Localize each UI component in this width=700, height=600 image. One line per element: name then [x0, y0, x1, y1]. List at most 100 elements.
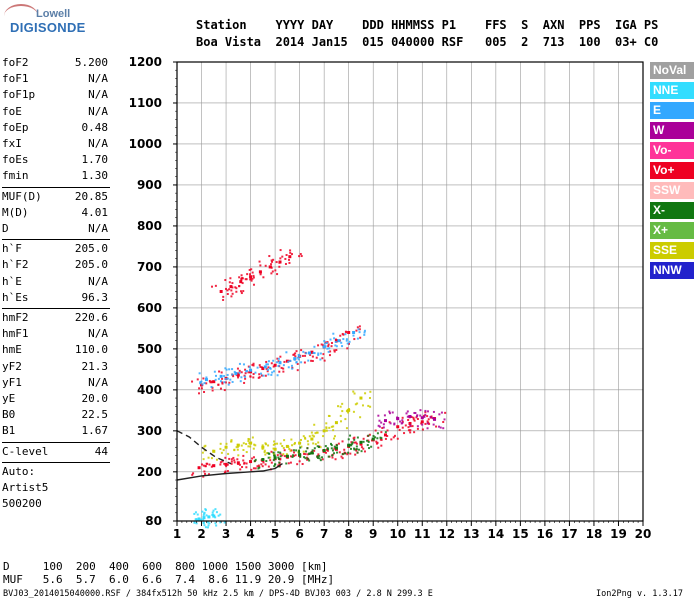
- echo-point: [207, 473, 210, 476]
- param-value: 220.6: [74, 311, 108, 324]
- echo-point: [242, 363, 245, 366]
- echo-point: [313, 423, 316, 426]
- echo-point: [360, 450, 363, 453]
- echo-point: [345, 410, 348, 413]
- param-value: 205.0: [74, 258, 108, 272]
- echo-point: [326, 449, 329, 452]
- echo-point: [325, 422, 328, 425]
- param-row: h`Es 96.3: [2, 291, 108, 307]
- echo-point: [200, 380, 203, 383]
- echo-point: [236, 448, 239, 451]
- echo-point: [267, 465, 270, 468]
- param-name: D: [2, 222, 9, 235]
- footer-file-info: BVJ03_2014015040000.RSF / 384fx512h 50 k…: [3, 589, 433, 599]
- echo-point: [396, 437, 399, 440]
- param-value: 20.0: [81, 392, 109, 405]
- echo-point: [238, 276, 241, 279]
- data-point: [334, 421, 338, 425]
- echo-point: [242, 454, 245, 457]
- param-name: yF1: [2, 375, 22, 389]
- echo-point: [337, 442, 340, 445]
- param-row: h`E N/A: [2, 275, 108, 291]
- echo-point: [345, 331, 348, 334]
- echo-point: [313, 447, 316, 450]
- echo-point: [351, 442, 354, 445]
- param-name: hmF1: [2, 327, 29, 341]
- echo-point: [296, 362, 299, 365]
- echo-point: [202, 377, 205, 380]
- echo-point: [419, 409, 422, 412]
- echo-point: [297, 353, 300, 356]
- echo-point: [297, 358, 300, 361]
- param-value: N/A: [88, 274, 108, 288]
- echo-point: [335, 348, 338, 351]
- data-point: [334, 446, 338, 450]
- legend-item: X-: [650, 202, 694, 219]
- data-point: [219, 290, 223, 293]
- echo-point: [295, 350, 298, 353]
- echo-point: [413, 411, 416, 414]
- echo-point: [357, 448, 360, 451]
- echo-point: [367, 439, 370, 442]
- y-tick-label: 900: [137, 178, 162, 192]
- echo-point: [424, 413, 427, 416]
- echo-point: [270, 461, 273, 464]
- param-row: B0 22.5: [2, 408, 108, 424]
- echo-point: [382, 423, 385, 426]
- echo-point: [323, 359, 326, 362]
- echo-point: [374, 429, 377, 432]
- echo-point: [430, 415, 433, 418]
- y-tick-label: 600: [137, 301, 162, 315]
- param-name: foE: [2, 104, 22, 118]
- echo-point: [302, 350, 305, 353]
- echo-point: [332, 437, 335, 440]
- x-tick-label: 10: [389, 527, 406, 541]
- echo-point: [329, 338, 332, 341]
- echo-point: [347, 408, 350, 411]
- echo-point: [323, 342, 326, 345]
- echo-point: [292, 454, 295, 457]
- echo-point: [207, 456, 210, 459]
- echo-point: [230, 289, 233, 292]
- echo-point: [361, 404, 364, 407]
- echo-point: [296, 356, 299, 359]
- echo-point: [295, 449, 298, 452]
- echo-point: [238, 369, 241, 372]
- echo-point: [231, 282, 234, 285]
- echo-point: [377, 414, 380, 417]
- echo-point: [265, 443, 268, 446]
- legend-item: W: [650, 122, 694, 139]
- chart-points: [191, 249, 447, 529]
- echo-point: [210, 385, 213, 388]
- echo-point: [298, 460, 301, 463]
- echo-point: [213, 370, 216, 373]
- echo-point: [346, 347, 349, 350]
- chart-profile: [176, 430, 283, 481]
- param-row: foEs 1.70: [2, 153, 108, 169]
- echo-point: [219, 513, 222, 516]
- echo-point: [288, 448, 291, 451]
- data-point: [278, 260, 282, 264]
- param-name: fmin: [2, 169, 29, 183]
- echo-point: [312, 351, 315, 354]
- echo-point: [227, 452, 230, 455]
- echo-point: [203, 470, 206, 473]
- echo-point: [359, 416, 362, 419]
- echo-point: [248, 438, 251, 441]
- echo-point: [332, 429, 335, 432]
- echo-point: [334, 338, 337, 341]
- echo-point: [412, 418, 415, 421]
- echo-point: [252, 467, 255, 470]
- echo-point: [334, 458, 337, 461]
- data-point: [258, 270, 262, 274]
- echo-point: [200, 463, 203, 466]
- echo-point: [212, 449, 215, 452]
- echo-point: [278, 461, 281, 464]
- echo-point: [248, 366, 251, 369]
- echo-point: [440, 411, 443, 414]
- x-tick-label: 19: [610, 527, 627, 541]
- echo-point: [301, 354, 304, 357]
- echo-point: [269, 456, 272, 459]
- echo-point: [211, 513, 214, 516]
- echo-point: [214, 522, 217, 525]
